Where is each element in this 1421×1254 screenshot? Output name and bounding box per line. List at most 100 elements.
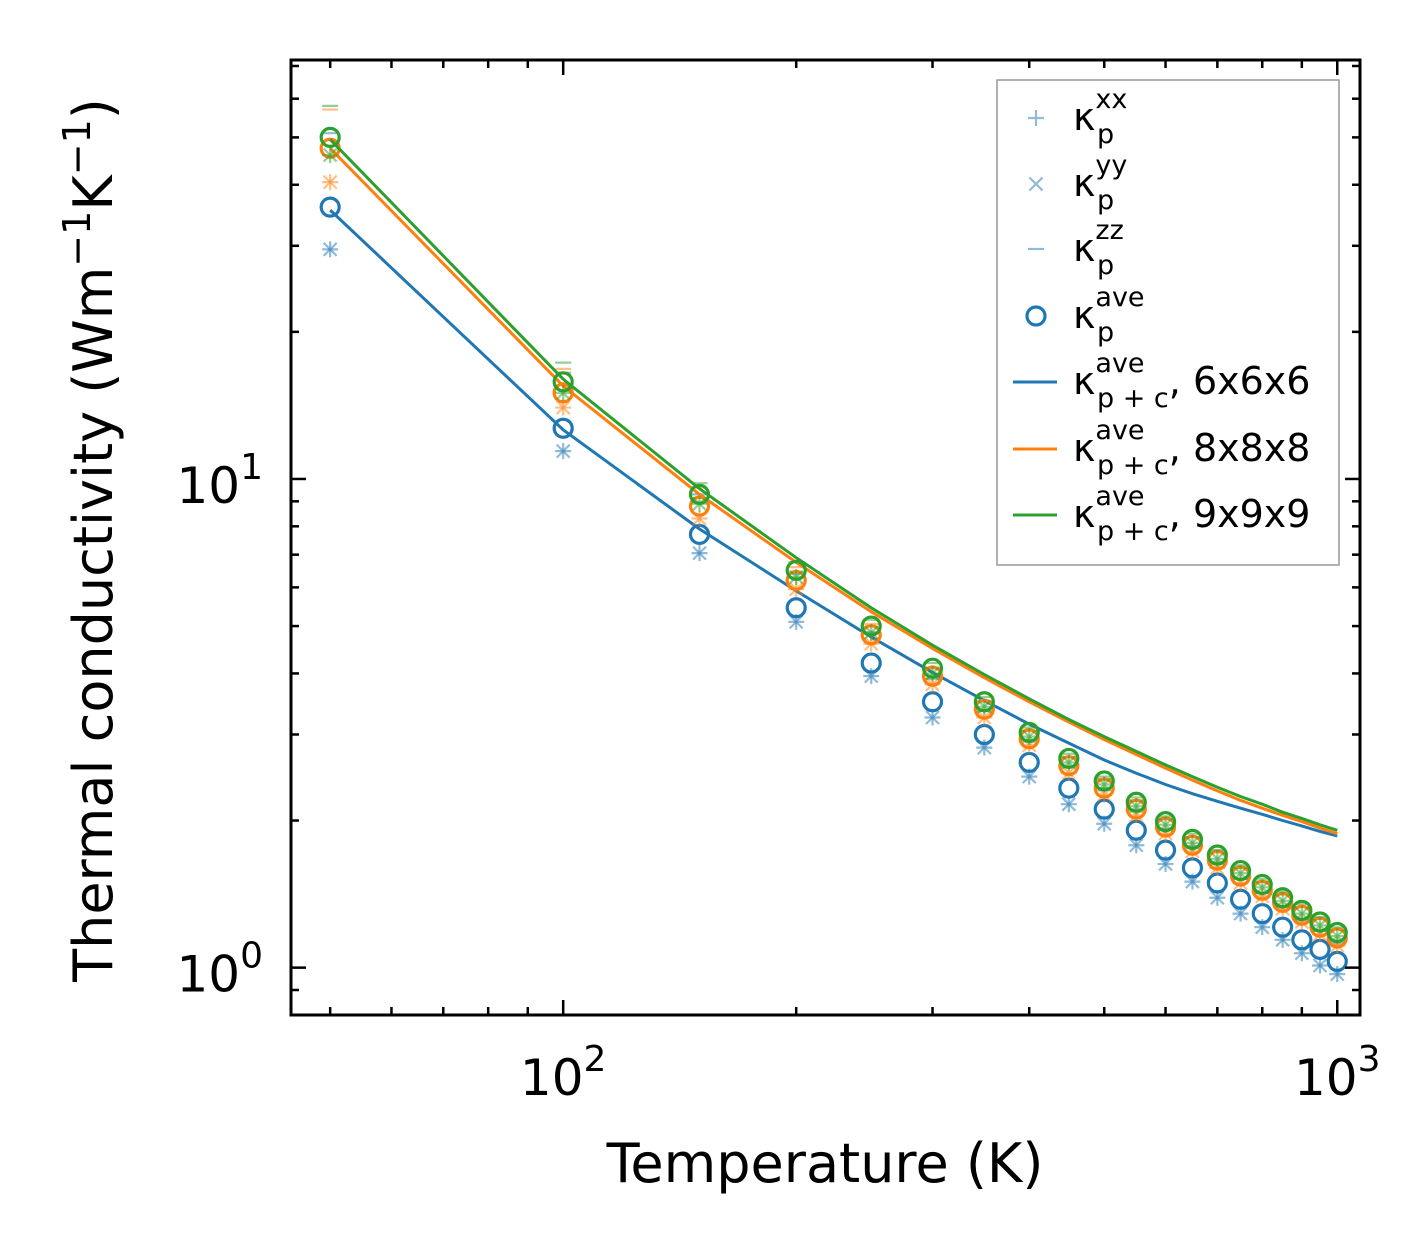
kappa-p-ave-point xyxy=(552,371,574,393)
legend-label-suffix: , 9x9x9 xyxy=(1169,492,1311,536)
kappa-p-ave-point xyxy=(860,615,882,637)
kappa-p-ave-point xyxy=(1093,770,1115,792)
x-axis-label: Temperature (K) xyxy=(606,1132,1044,1195)
legend-label-sup: ave xyxy=(1095,282,1144,313)
kappa-p-ave-point xyxy=(319,196,341,218)
legend-label-sub: p + c xyxy=(1097,450,1169,481)
y-axis-label-exp1: −1 xyxy=(55,211,99,267)
kappa-p-ave-point xyxy=(1251,873,1273,896)
kappa-p-ave-point xyxy=(1272,887,1294,909)
kappa-p-ave-point xyxy=(552,417,574,439)
legend-label-symbol: κ xyxy=(1073,161,1095,205)
legend-label-sub: p + c xyxy=(1097,516,1169,547)
kappa-p-yy-point xyxy=(555,400,571,415)
kappa-p-yy-point xyxy=(1129,837,1144,853)
legend-label-sup: zz xyxy=(1095,215,1123,246)
kappa-p-ave-point xyxy=(1018,721,1040,743)
x-tick-label-base: 10 xyxy=(520,1049,584,1107)
kappa-p-ave-point xyxy=(921,657,944,679)
y-tick-label-exp: 0 xyxy=(240,936,263,977)
kappa-p-ave-point xyxy=(1291,899,1313,921)
legend-label-sup: ave xyxy=(1095,481,1144,512)
legend-label: κave p + c, 9x9x9 xyxy=(1073,481,1310,547)
legend-label-sub: p + c xyxy=(1097,383,1169,414)
legend-label: κave p xyxy=(1073,282,1145,348)
plot-area xyxy=(319,104,1348,983)
kappa-p-yy-point xyxy=(1233,906,1248,921)
legend-entry: κave p + c, 6x6x6 xyxy=(1013,348,1310,414)
kappa-p-yy-point xyxy=(322,242,338,257)
axes-frame xyxy=(289,58,1362,1017)
x-tick-label-exp: 3 xyxy=(1358,1039,1381,1080)
kappa-p-ave-point xyxy=(1018,751,1040,774)
kappa-p-ave-point xyxy=(1229,859,1252,882)
kappa-p-ave-point xyxy=(1326,921,1348,944)
legend-label-suffix: , 6x6x6 xyxy=(1169,359,1311,403)
legend-entry: κave p + c, 9x9x9 xyxy=(1013,481,1310,547)
kappa-p-ave-point xyxy=(1206,844,1228,866)
kappa-p-yy-point xyxy=(1096,816,1112,832)
legend-handle-cross xyxy=(1028,176,1044,192)
kappa-p-yy-point xyxy=(692,545,707,561)
legend-label: κxx p xyxy=(1073,84,1127,150)
kappa-p-ave-point xyxy=(1291,929,1313,951)
kappa-p-yy-point xyxy=(1312,958,1328,973)
y-tick-label-base: 10 xyxy=(176,457,240,515)
legend-label-sub: p xyxy=(1097,185,1114,216)
y-axis-label-close: ) xyxy=(62,98,125,119)
kappa-p-ave-point xyxy=(785,559,807,581)
legend-label-sup: xx xyxy=(1095,84,1127,115)
kappa-p-ave-point xyxy=(319,126,341,148)
legend-label-suffix: , 8x8x8 xyxy=(1169,426,1311,470)
kappa-p-yy-point xyxy=(1061,796,1077,812)
kappa-p-ave-point xyxy=(1125,791,1147,813)
legend-label-sup: ave xyxy=(1095,415,1144,446)
legend-handle-plus xyxy=(1028,110,1044,126)
legend-label-symbol: κ xyxy=(1073,293,1095,337)
kappa-p-yy-point xyxy=(322,147,338,163)
kappa-p-ave-point xyxy=(1309,911,1331,933)
legend-box xyxy=(996,79,1340,566)
legend-label: κyy p xyxy=(1073,150,1127,216)
y-axis-label-exp2: −1 xyxy=(55,119,99,175)
y-axis-label: Thermal conductivity (Wm−1K−1) xyxy=(55,98,125,983)
legend-label-sub: p xyxy=(1097,119,1114,150)
legend-handle-circle xyxy=(1025,305,1047,327)
legend-label-symbol: κ xyxy=(1073,426,1095,470)
legend-label: κave p + c, 6x6x6 xyxy=(1073,348,1310,414)
y-tick-label-base: 10 xyxy=(176,946,240,1004)
kappa-p-yy-point xyxy=(555,443,571,459)
legend-entry: κxx p xyxy=(1028,84,1127,150)
kappa-p-ave-point xyxy=(1272,916,1294,938)
x-tick-label: 102 xyxy=(520,1039,607,1107)
kappa-p-ave-point xyxy=(1154,810,1177,833)
x-tick-label: 103 xyxy=(1294,1039,1381,1107)
y-axis-label-unit: K xyxy=(62,174,125,211)
kappa-pc-ave-line xyxy=(329,138,1338,832)
kappa-p-yy-point xyxy=(1021,769,1037,784)
legend-label-symbol: κ xyxy=(1073,95,1095,139)
series-9x9x9 xyxy=(319,104,1348,945)
legend-label-symbol: κ xyxy=(1073,226,1095,270)
legend-label-sub: p xyxy=(1097,317,1114,348)
legend-entry: κave p xyxy=(1025,282,1145,348)
kappa-p-ave-point xyxy=(1058,747,1080,770)
kappa-p-ave-point xyxy=(860,652,882,674)
legend-entry: κyy p xyxy=(1028,150,1127,216)
kappa-p-yy-point xyxy=(925,710,940,725)
kappa-p-yy-point xyxy=(863,625,879,640)
y-tick-label: 101 xyxy=(176,447,263,515)
legend-label-symbol: κ xyxy=(1073,359,1095,403)
x-tick-label-exp: 2 xyxy=(584,1039,607,1080)
legend-label-sup: ave xyxy=(1095,348,1144,379)
legend-label: κave p + c, 8x8x8 xyxy=(1073,415,1310,481)
kappa-p-yy-point xyxy=(322,174,338,190)
kappa-p-yy-point xyxy=(788,614,804,630)
y-tick-label-exp: 1 xyxy=(240,447,263,488)
kappa-p-ave-point xyxy=(921,691,944,713)
kappa-pc-ave-line xyxy=(329,147,1338,836)
legend-label-sub: p xyxy=(1097,250,1114,281)
